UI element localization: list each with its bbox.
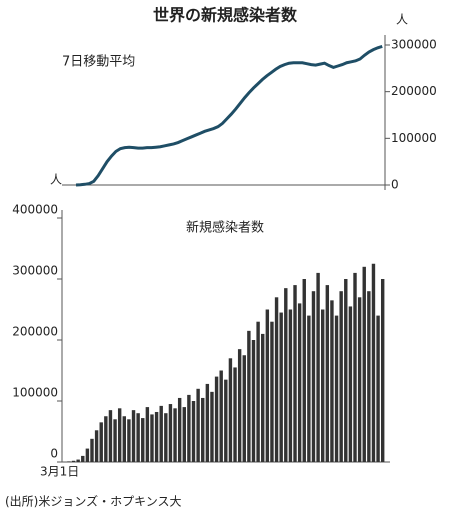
bar: [380, 279, 385, 462]
panel-title: 7日移動平均: [62, 55, 135, 70]
y-tick-label: 300000: [12, 264, 58, 278]
y-tick-label: 0: [50, 447, 58, 461]
bar: [136, 413, 140, 462]
bar: [376, 315, 380, 462]
bar: [311, 291, 316, 462]
y-tick-label: 100000: [12, 386, 58, 400]
y-tick-label: 0: [391, 178, 399, 192]
x-tick-label: 3月1日: [40, 465, 79, 479]
bar: [284, 288, 288, 462]
bar: [288, 309, 293, 462]
bar: [357, 297, 362, 462]
bar: [339, 291, 343, 462]
bar: [302, 279, 306, 462]
y-tick-label: 200000: [12, 325, 58, 339]
bar: [261, 333, 265, 462]
bar: [150, 414, 154, 462]
line: [75, 44, 383, 187]
bar: [168, 404, 173, 462]
bar: [270, 321, 274, 462]
bar: [362, 266, 366, 462]
bar: [293, 285, 297, 462]
bar: [348, 306, 353, 462]
bar: [205, 383, 210, 462]
bar: [71, 460, 76, 462]
bar: [187, 394, 191, 462]
bar: [224, 379, 228, 462]
chart-title: 世界の新規感染者数: [153, 6, 298, 25]
bar: [233, 367, 237, 462]
bar: [108, 410, 113, 462]
y-tick-label: 300000: [391, 38, 437, 52]
bar: [141, 418, 145, 462]
y-tick-label: 400000: [12, 203, 58, 217]
bar: [344, 279, 348, 462]
bar: [353, 272, 357, 462]
bar: [191, 401, 196, 462]
bar: [122, 416, 126, 462]
y-tick-label: 200000: [391, 84, 437, 98]
bar: [90, 438, 94, 462]
bar: [251, 340, 256, 462]
bar: [117, 408, 122, 462]
bar: [182, 407, 186, 462]
y-unit: 人: [396, 13, 408, 27]
bar: [104, 416, 108, 462]
bar: [334, 315, 339, 462]
bar: [94, 430, 99, 462]
bar: [99, 422, 103, 462]
source: (出所)米ジョンズ・ホプキンス大: [5, 494, 182, 509]
bar: [247, 330, 251, 462]
bar: [371, 263, 376, 462]
bar: [330, 300, 334, 462]
bar: [177, 397, 182, 462]
bar: [131, 410, 136, 462]
y-unit: 人: [50, 173, 62, 187]
bar: [76, 459, 80, 462]
bar: [85, 448, 90, 462]
bar: [127, 419, 131, 462]
bar: [297, 303, 302, 462]
bar: [196, 388, 200, 462]
bar: [256, 321, 260, 462]
bar: [307, 315, 311, 462]
bar: [325, 285, 330, 462]
bar: [279, 312, 283, 462]
bar: [228, 358, 233, 462]
bar: [154, 411, 159, 462]
bar: [214, 376, 219, 462]
y-tick-label: 100000: [391, 131, 437, 145]
bar: [145, 407, 150, 462]
bar: [159, 405, 163, 462]
bar: [67, 461, 71, 462]
bar: [237, 349, 242, 462]
bar: [113, 419, 117, 462]
bar: [321, 309, 325, 462]
panel-title: 新規感染者数: [186, 220, 264, 236]
bar: [242, 355, 246, 462]
bar: [81, 455, 85, 462]
bar: [367, 291, 371, 462]
bar: [316, 272, 320, 462]
bar: [265, 309, 270, 462]
bar: [219, 370, 223, 462]
bar: [210, 391, 214, 462]
bar: [274, 297, 279, 462]
bar: [164, 413, 168, 462]
bar: [201, 397, 205, 462]
bar: [173, 408, 177, 462]
